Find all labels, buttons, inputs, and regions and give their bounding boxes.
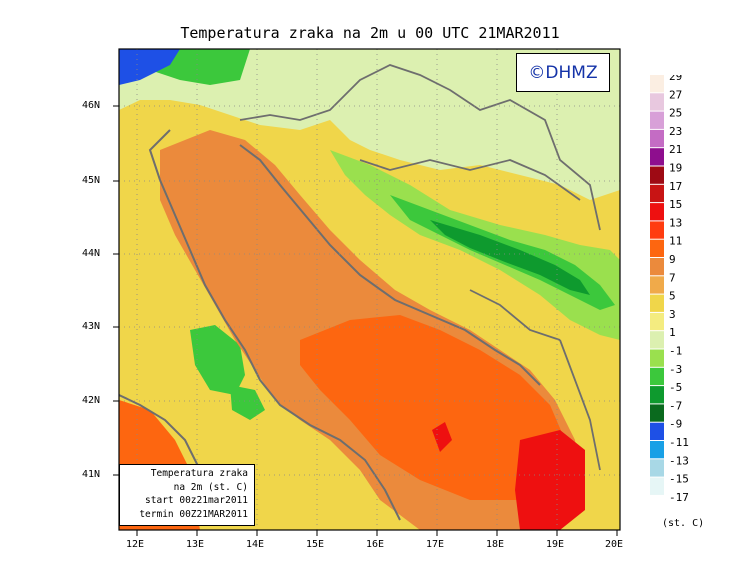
lon-label: 19E [546,539,565,550]
legend-label: 15 [669,198,682,211]
legend-swatch [650,294,664,312]
legend-swatch [650,221,664,239]
legend-swatch [650,386,664,404]
border-lines [239,64,601,471]
legend-label: 7 [669,271,676,284]
legend-label: 17 [669,180,682,193]
lon-label: 20E [605,539,624,550]
legend-label: 25 [669,107,682,120]
legend-swatch [650,495,664,514]
lat-label: 44N [82,248,101,259]
info-line: na 2m (st. C) [173,481,248,493]
legend-label: 19 [669,162,682,175]
legend-swatch [650,404,664,422]
legend-label: 23 [669,125,682,138]
legend-label: 11 [669,235,682,248]
legend-label: -5 [669,381,682,394]
legend-swatch [650,349,664,367]
adriatic-warm-zone [300,315,565,500]
legend-swatch [650,441,664,459]
legend-label: 29 [669,75,682,83]
lat-label: 45N [82,175,101,186]
legend-swatch [650,312,664,331]
legend-swatch [650,258,664,276]
legend-swatch [650,75,664,93]
legend-swatch [650,331,664,349]
legend-swatch [650,166,664,184]
legend-label: -11 [669,436,689,449]
legend-label: 5 [669,290,676,303]
italy-west-coastline [119,394,201,471]
legend-label: -7 [669,399,682,412]
legend-label: -13 [669,454,689,467]
legend-swatch [650,459,664,477]
lat-label: 46N [82,100,101,111]
italy-east-coastline [148,129,401,521]
legend-label: 13 [669,216,682,229]
lon-label: 18E [486,539,505,550]
adriatic-hot-zone [515,430,585,530]
legend-swatch [650,148,664,166]
dinaric-core-zone [430,220,590,295]
legend-swatch [650,477,664,495]
legend-label: 3 [669,308,676,321]
legend-swatch [650,276,664,294]
legend-swatch [650,93,664,111]
legend-label: 21 [669,143,682,156]
lat-label: 42N [82,395,101,406]
apennine-south-zone [230,385,265,420]
legend-swatch [650,367,664,386]
legend-swatch [650,239,664,257]
legend-swatch [650,203,664,221]
legend-swatch [650,111,664,129]
info-line: start 00z21mar2011 [145,495,248,506]
legend-swatch [650,184,664,203]
lat-label: 43N [82,321,101,332]
lon-label: 17E [426,539,445,550]
legend-label: -17 [669,491,689,504]
legend-label: -3 [669,363,682,376]
lon-label: 12E [126,539,145,550]
lon-label: 14E [246,539,265,550]
color-legend: 29 27 25 23 21 19 17 15 13 11 9 7 5 3 1 -1 -3 -5 -7 -9 -11 -1… [650,75,689,514]
croatia-coastline [239,144,541,386]
legend-label: -1 [669,345,682,358]
legend-unit: (st. C) [662,518,705,529]
legend-label: -15 [669,473,689,486]
lon-label: 16E [366,539,385,550]
lon-label: 15E [306,539,325,550]
grid-lines [119,49,620,530]
dhmz-watermark: ©DHMZ [516,53,610,92]
legend-label: -9 [669,418,682,431]
map-frame [118,48,621,531]
legend-swatch [650,129,664,148]
alpine-cold-zone [119,49,180,85]
legend-label: 9 [669,253,676,266]
info-line: termin 00Z21MAR2011 [139,508,248,520]
lon-label: 13E [186,539,205,550]
lat-label: 41N [82,469,101,480]
apennine-green-zone [190,325,245,395]
legend-label: 27 [669,88,682,101]
info-box: Temperatura zraka na 2m (st. C) start 00… [119,464,255,526]
legend-label: 1 [669,326,676,339]
map-title: Temperatura zraka na 2m u 00 UTC 21MAR20… [180,24,560,42]
info-line: Temperatura zraka [150,468,248,479]
legend-swatch [650,422,664,440]
axis-ticks [113,105,618,536]
